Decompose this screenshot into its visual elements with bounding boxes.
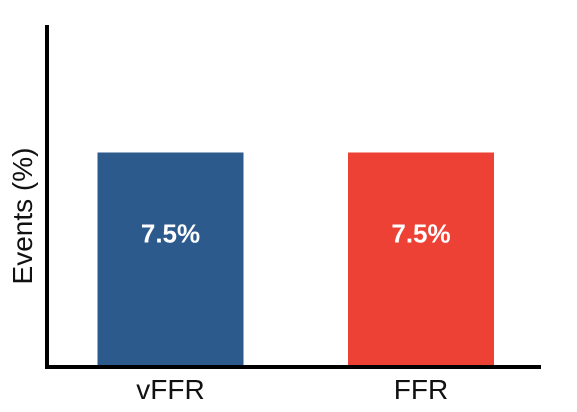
x-tick-label-vffr: vFFR — [136, 374, 204, 405]
x-tick-labels-layer: vFFR FFR — [136, 374, 448, 405]
x-tick-label-ffr: FFR — [394, 374, 448, 405]
bars-layer — [97, 152, 494, 365]
data-label-ffr: 7.5% — [391, 219, 450, 249]
bar-ffr — [348, 152, 494, 365]
bar-vffr — [97, 152, 244, 365]
axes-layer — [45, 25, 541, 369]
y-axis-title: Events (%) — [7, 148, 38, 285]
data-labels-layer: 7.5% 7.5% — [141, 219, 451, 249]
data-label-vffr: 7.5% — [141, 219, 200, 249]
